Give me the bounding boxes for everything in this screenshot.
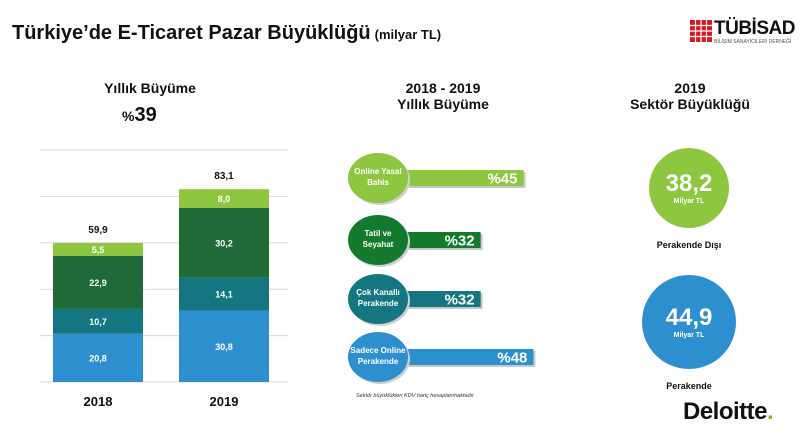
- growth-badge-label: Perakende: [358, 299, 399, 308]
- bar-segment-label: 14,1: [215, 290, 233, 300]
- bubble-2-unit: Milyar TL: [673, 332, 705, 339]
- bubble-2-caption: Perakende: [666, 381, 712, 391]
- growth-badge: [348, 153, 408, 203]
- growth-badge-label: Çok Kanallı: [356, 288, 400, 297]
- growth-badge-label: Perakende: [358, 357, 399, 366]
- tubisad-logo: TÜBİSAD BİLİŞİM SANAYİCİLERİ DERNEĞİ: [690, 18, 795, 50]
- bar-total-label: 83,1: [214, 171, 234, 182]
- bar-segment-label: 5,5: [92, 245, 105, 255]
- growth-bar: [375, 349, 534, 365]
- growth-badge: [348, 215, 408, 265]
- right-header-line1: 2019: [674, 80, 706, 96]
- bubble-2-shape: [642, 275, 736, 369]
- bar-segment-label: 30,2: [215, 238, 233, 248]
- bar-segment: [53, 243, 143, 256]
- footnote: Sektör büyüklükleri KDV hariç hesaplanma…: [356, 393, 475, 399]
- x-tick-label: 2019: [210, 394, 239, 409]
- bar-total-label: 59,9: [88, 225, 108, 236]
- growth-value: %39: [122, 104, 157, 127]
- bar-segment: [179, 207, 269, 278]
- title-text: Türkiye’de E-Ticaret Pazar Büyüklüğü: [12, 22, 371, 44]
- deloitte-logo: Deloitte.: [683, 398, 774, 426]
- bar-segment: [179, 277, 269, 311]
- tubisad-name: TÜBİSAD: [714, 18, 795, 39]
- x-tick-label: 2018: [84, 394, 113, 409]
- bar-segment: [179, 310, 269, 382]
- middle-header-line2: Yıllık Büyüme: [397, 96, 489, 112]
- bar-segment-label: 30,8: [215, 342, 233, 352]
- bar-segment-label: 10,7: [89, 317, 107, 327]
- bar-segment: [53, 255, 143, 309]
- growth-badge: [348, 332, 408, 382]
- growth-bar: [375, 170, 524, 186]
- growth-badge-label: Tatil ve: [365, 229, 393, 238]
- page-title: Türkiye’de E-Ticaret Pazar Büyüklüğü (mil…: [12, 22, 441, 45]
- bubble-1-caption: Perakende Dışı: [656, 240, 722, 250]
- bar-segment-label: 8,0: [218, 194, 231, 204]
- growth-badge-label: Bahis: [367, 178, 389, 187]
- bar-segment: [53, 333, 143, 382]
- title-unit: (milyar TL): [374, 27, 442, 42]
- growth-bar-label: %48: [497, 350, 527, 367]
- right-header-line2: Sektör Büyüklüğü: [630, 96, 750, 112]
- growth-badge: [348, 274, 408, 324]
- growth-number: 39: [134, 104, 157, 126]
- growth-bar-label: %45: [487, 171, 517, 188]
- tubisad-subtitle: BİLİŞİM SANAYİCİLERİ DERNEĞİ: [714, 39, 792, 45]
- growth-bar-label: %32: [445, 292, 475, 309]
- bar-segment: [53, 308, 143, 334]
- bar-segment-label: 20,8: [89, 353, 107, 363]
- bubble-1-value: 38,2: [665, 170, 713, 197]
- growth-bar-label: %32: [445, 233, 475, 250]
- growth-badge-label: Seyahat: [363, 240, 394, 249]
- deloitte-text: Deloitte: [683, 398, 768, 425]
- bubble-2-value: 44,9: [665, 304, 713, 331]
- growth-badge-label: Online Yasal: [354, 167, 401, 176]
- deloitte-dot: .: [767, 398, 774, 425]
- growth-symbol: %: [122, 108, 135, 124]
- bar-segment-label: 22,9: [89, 278, 107, 288]
- left-panel-header: Yıllık Büyüme: [104, 80, 196, 96]
- tubisad-grid-icon: [690, 20, 712, 42]
- bubble-1-unit: Milyar TL: [673, 198, 705, 205]
- bubble-1-shape: [649, 148, 729, 228]
- bar-segment: [179, 189, 269, 208]
- growth-badge-label: Sadece Online: [350, 346, 406, 355]
- middle-header-line1: 2018 - 2019: [405, 80, 481, 96]
